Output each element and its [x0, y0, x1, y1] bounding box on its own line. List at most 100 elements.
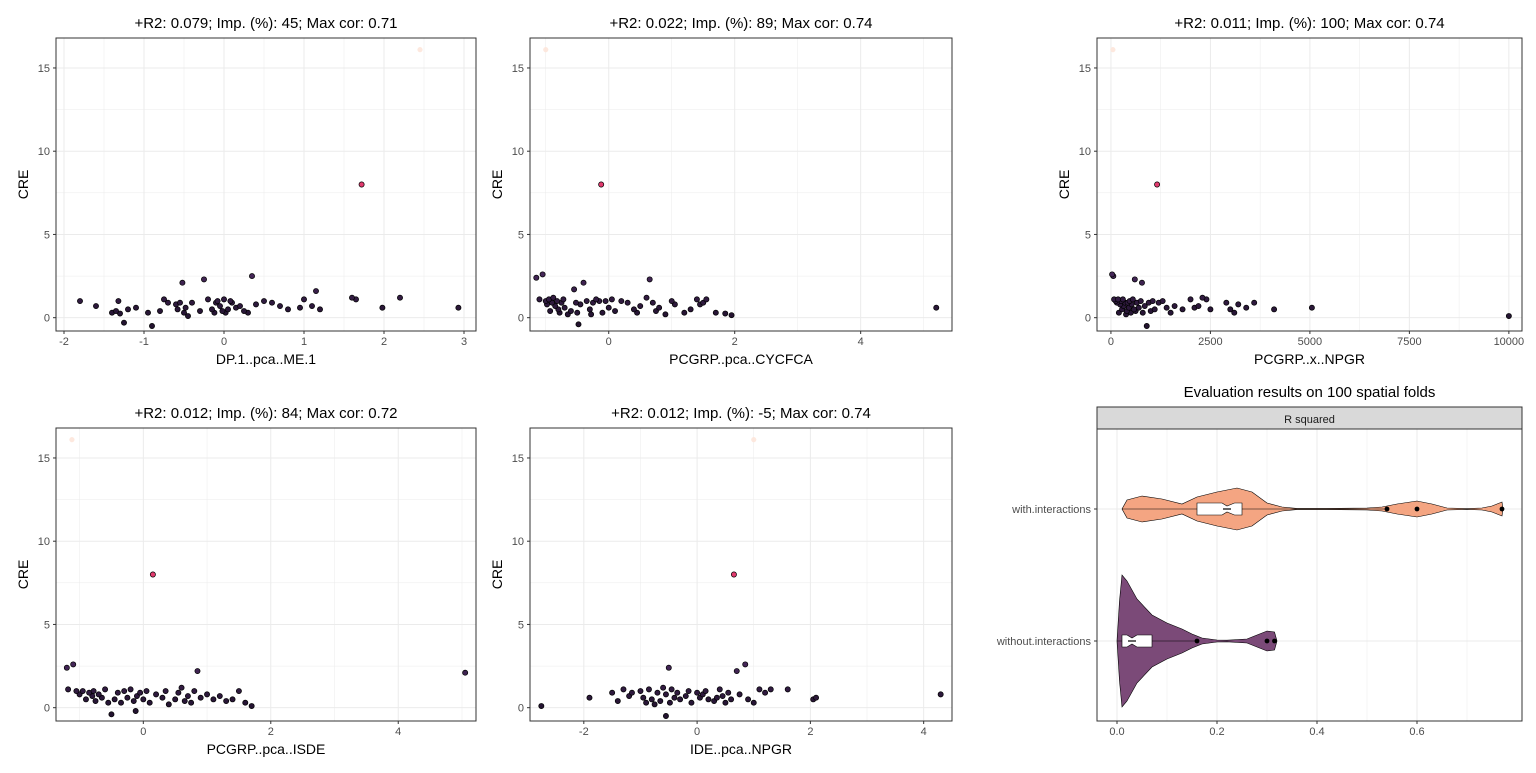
data-point: [694, 689, 701, 696]
data-point: [567, 308, 574, 314]
data-point: [629, 689, 635, 696]
x-tick-label: 0.0: [1109, 726, 1124, 738]
x-tick-label: -1: [139, 336, 149, 348]
facet-strip-label: R squared: [1284, 414, 1335, 426]
data-point: [681, 309, 688, 316]
data-point: [1243, 304, 1250, 311]
x-tick-label: 0: [694, 726, 700, 738]
y-tick-label: 10: [1079, 146, 1091, 158]
data-point: [309, 303, 315, 309]
data-point: [728, 696, 735, 703]
y-tick-label: 0: [518, 703, 524, 715]
data-point: [630, 306, 637, 313]
x-tick-label: 5000: [1298, 336, 1322, 348]
y-tick-label: 5: [518, 619, 524, 631]
data-point: [1235, 301, 1242, 308]
panel-border: [529, 427, 953, 722]
data-point: [181, 698, 188, 704]
data-point: [668, 298, 675, 304]
data-point: [201, 276, 207, 283]
data-point: [1195, 303, 1202, 309]
data-point: [657, 698, 664, 704]
y-tick-label: 0: [44, 313, 50, 325]
panel-border: [1096, 428, 1523, 722]
data-point: [145, 309, 151, 316]
data-point: [750, 699, 757, 706]
data-point: [237, 303, 243, 309]
data-point: [643, 699, 650, 706]
data-point: [574, 309, 581, 316]
y-axis-label: CRE: [489, 170, 505, 200]
x-tick-label: 0.6: [1409, 726, 1424, 738]
data-point: [221, 296, 227, 303]
data-point: [554, 298, 561, 304]
x-tick-label: 2500: [1198, 336, 1222, 348]
data-point: [181, 309, 187, 316]
panel-title: +R2: 0.022; Imp. (%): 89; Max cor: 0.74: [609, 15, 872, 32]
x-tick-label: 0: [221, 336, 227, 348]
y-axis-label: CRE: [489, 560, 505, 590]
data-point: [671, 694, 678, 701]
panel-title: +R2: 0.012; Imp. (%): 84; Max cor: 0.72: [134, 405, 397, 422]
outlier-point: [1272, 638, 1277, 644]
data-point: [149, 323, 155, 329]
y-tick-label: 5: [518, 229, 524, 241]
x-tick-label: 0.4: [1309, 726, 1324, 738]
data-point: [1223, 299, 1230, 306]
outlier-point: [1194, 638, 1200, 644]
data-point: [83, 696, 89, 703]
data-point: [736, 691, 743, 698]
boxplot-box: [1196, 502, 1243, 516]
data-point: [127, 686, 134, 693]
data-point: [93, 303, 99, 309]
data-point: [1187, 296, 1194, 303]
data-point: [121, 688, 128, 694]
data-point: [205, 296, 211, 303]
data-point: [301, 296, 307, 303]
y-tick-label: 0: [518, 313, 524, 325]
data-point: [179, 279, 186, 286]
data-point: [937, 691, 944, 698]
data-point: [609, 689, 616, 696]
data-point: [1119, 296, 1126, 303]
data-point: [242, 699, 249, 706]
data-point: [130, 698, 137, 704]
data-point: [713, 694, 720, 701]
chart-panel-4: 0 2 4 0 5 10 15 +R2: 0.012; Imp. (%): 84; Max c…: [15, 405, 477, 757]
data-point: [1139, 309, 1146, 316]
data-point: [165, 701, 172, 708]
x-tick-label: 2: [732, 336, 738, 348]
data-point: [722, 699, 729, 706]
data-point: [121, 319, 127, 326]
data-point: [73, 688, 80, 694]
data-point: [157, 308, 163, 314]
data-point: [223, 698, 230, 704]
data-point: [210, 696, 217, 703]
data-point: [313, 288, 319, 294]
data-point: [462, 669, 469, 676]
data-point: [162, 688, 169, 694]
data-point: [685, 688, 692, 694]
data-point: [261, 298, 267, 304]
data-point: [1171, 303, 1178, 309]
data-point: [216, 693, 223, 699]
data-point: [1231, 309, 1238, 316]
data-point: [188, 699, 195, 706]
y-tick-label: 10: [38, 146, 50, 158]
y-tick-label: 5: [44, 229, 50, 241]
data-point: [1167, 309, 1174, 316]
y-tick-label: 15: [512, 453, 524, 465]
chart-panel-2: 0 2 4 0 5 10 15 +R2: 0.022; Imp. (%): 89; Max c…: [489, 15, 953, 367]
data-point: [677, 696, 684, 703]
panel-title: +R2: 0.012; Imp. (%): -5; Max cor: 0.74: [611, 405, 871, 422]
data-point: [762, 689, 769, 696]
x-tick-label: 4: [395, 726, 401, 738]
data-point: [1199, 294, 1206, 301]
data-point: [756, 686, 763, 693]
data-point: [1151, 306, 1158, 313]
data-point: [219, 308, 226, 314]
data-point: [620, 686, 627, 693]
data-point: [712, 309, 719, 316]
data-point: [1251, 299, 1258, 306]
data-point: [573, 299, 579, 306]
